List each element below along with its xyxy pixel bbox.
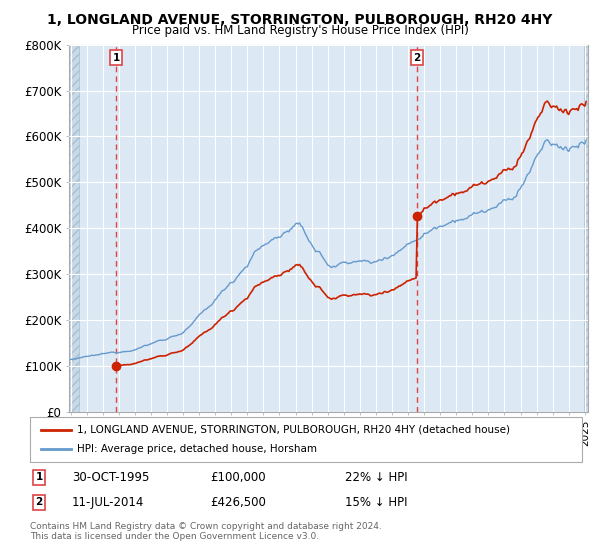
Text: 15% ↓ HPI: 15% ↓ HPI (345, 496, 407, 509)
Text: 2: 2 (35, 497, 43, 507)
FancyBboxPatch shape (30, 417, 582, 462)
Text: 11-JUL-2014: 11-JUL-2014 (72, 496, 145, 509)
Text: 1: 1 (35, 472, 43, 482)
Text: £100,000: £100,000 (210, 470, 266, 484)
Text: 1, LONGLAND AVENUE, STORRINGTON, PULBOROUGH, RH20 4HY: 1, LONGLAND AVENUE, STORRINGTON, PULBORO… (47, 13, 553, 27)
Text: 22% ↓ HPI: 22% ↓ HPI (345, 470, 407, 484)
Text: 2: 2 (413, 53, 421, 63)
Text: Price paid vs. HM Land Registry's House Price Index (HPI): Price paid vs. HM Land Registry's House … (131, 24, 469, 37)
Text: 1, LONGLAND AVENUE, STORRINGTON, PULBOROUGH, RH20 4HY (detached house): 1, LONGLAND AVENUE, STORRINGTON, PULBORO… (77, 424, 510, 435)
Text: Contains HM Land Registry data © Crown copyright and database right 2024.
This d: Contains HM Land Registry data © Crown c… (30, 522, 382, 542)
Text: HPI: Average price, detached house, Horsham: HPI: Average price, detached house, Hors… (77, 445, 317, 455)
Text: 1: 1 (113, 53, 120, 63)
Text: £426,500: £426,500 (210, 496, 266, 509)
Text: 30-OCT-1995: 30-OCT-1995 (72, 470, 149, 484)
